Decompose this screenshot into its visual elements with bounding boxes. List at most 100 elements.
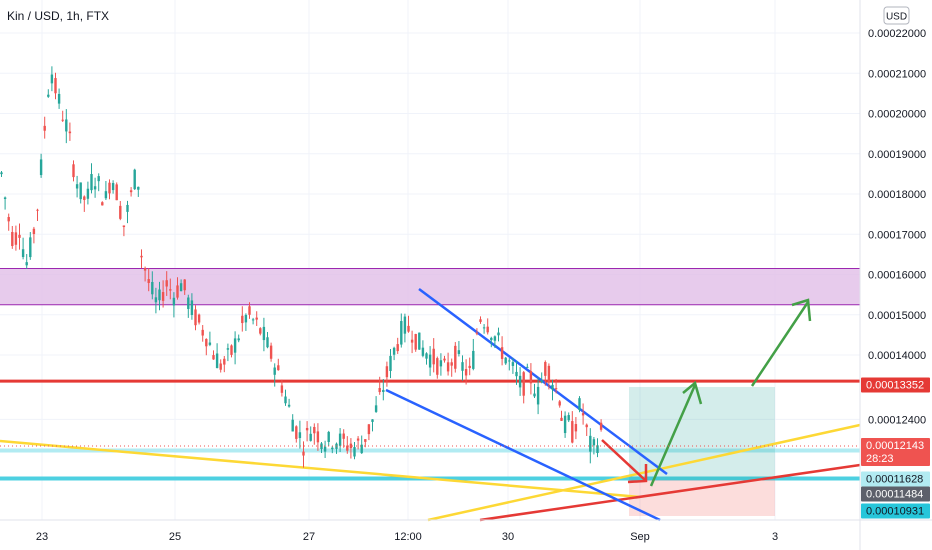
green-up-arrow-2-head: [791, 298, 812, 322]
candle-body-45: [161, 292, 165, 301]
price-tag-label-1: 0.00012143: [866, 440, 924, 452]
candle-body-161: [578, 398, 581, 411]
candle-body-106: [382, 389, 385, 392]
candle-body-16: [57, 93, 61, 104]
wedge-lower-line: [385, 388, 661, 522]
candle-body-157: [563, 415, 567, 434]
green-up-arrow-1-head: [682, 380, 703, 405]
candle-body-34: [122, 225, 126, 228]
candle-body-166: [596, 445, 599, 454]
candle-body-159: [571, 421, 574, 443]
candle-body-112: [403, 316, 407, 334]
candle-body-22: [79, 182, 82, 200]
candle-body-137: [493, 336, 497, 341]
y-tick-label-3: 0.00019000: [868, 149, 926, 161]
candle-body-107: [385, 366, 389, 378]
candle-body-116: [418, 332, 421, 350]
currency-button[interactable]: USD: [883, 6, 910, 25]
chart-title: Kin / USD, 1h, FTX: [7, 9, 109, 23]
candle-body-83: [298, 432, 302, 439]
resistance-zone-0: [0, 268, 860, 305]
projection-arrows[interactable]: [601, 298, 812, 487]
candle-body-131: [472, 350, 475, 369]
candle-body-24: [86, 188, 90, 199]
candle-body-77: [277, 365, 280, 371]
green-up-arrow-2: [750, 301, 810, 387]
candle-body-158: [567, 415, 570, 421]
candle-body-104: [374, 405, 378, 412]
y-tick-label-0: 0.00022000: [868, 28, 926, 40]
candle-body-94: [338, 433, 342, 446]
candle-body-115: [414, 334, 417, 350]
price-tag-label-0: 0.00013352: [866, 380, 924, 392]
candle-body-132: [475, 332, 479, 334]
candle-body-78: [280, 385, 284, 393]
candle-body-81: [291, 419, 294, 432]
candle-body-23: [83, 196, 86, 200]
candle-body-113: [407, 325, 410, 332]
candle-body-53: [190, 300, 194, 315]
candle-body-49: [176, 285, 179, 298]
candle-body-0: [0, 172, 3, 175]
y-tick-label-8: 0.00014000: [868, 350, 926, 362]
price-tag-label-3: 0.00011484: [866, 489, 923, 501]
x-tick-label-4: 30: [502, 531, 514, 543]
candle-body-25: [90, 174, 93, 191]
candle-body-82: [295, 426, 298, 439]
plot-background: [0, 0, 860, 520]
candlesticks: [0, 66, 603, 468]
candle-body-68: [244, 314, 248, 323]
candle-body-140: [504, 357, 507, 364]
candle-body-119: [428, 354, 432, 368]
candle-body-55: [197, 314, 201, 323]
price-tag-label-4: 0.00010931: [866, 506, 924, 518]
candle-body-50: [179, 283, 183, 292]
x-tick-label-2: 27: [303, 531, 315, 543]
y-tick-label-4: 0.00018000: [868, 189, 926, 201]
candle-body-138: [497, 332, 500, 336]
candle-body-114: [410, 339, 414, 343]
candle-body-87: [313, 426, 316, 434]
candle-body-148: [533, 393, 536, 397]
candle-body-103: [371, 419, 374, 422]
candle-body-92: [331, 447, 334, 450]
y-axis-ticks: 0.00022000 0.00021000 0.00020000 0.00019000…: [868, 28, 926, 426]
candle-body-109: [392, 347, 396, 355]
x-tick-label-5: Sep: [630, 531, 650, 543]
candle-body-11: [39, 159, 43, 176]
candle-body-165: [592, 439, 596, 446]
candle-body-69: [248, 306, 251, 315]
trend-lines[interactable]: [0, 287, 861, 522]
candle-body-97: [349, 443, 353, 449]
candle-body-54: [194, 309, 197, 326]
candle-body-118: [425, 353, 428, 359]
candle-body-64: [230, 345, 233, 355]
price-tag-bg-4: [861, 503, 930, 519]
candle-body-47: [169, 289, 172, 291]
candle-body-37: [133, 169, 136, 190]
candle-body-136: [490, 337, 493, 341]
candle-body-146: [526, 366, 529, 368]
candle-body-48: [172, 297, 176, 306]
candle-body-43: [154, 297, 158, 303]
candle-body-110: [396, 344, 399, 352]
red-down-arrow: [601, 439, 646, 481]
y-tick-label-6: 0.00016000: [868, 270, 926, 282]
candle-body-139: [500, 347, 504, 359]
candle-body-33: [119, 205, 122, 219]
green-up-arrow-1: [649, 384, 697, 487]
candle-body-99: [356, 438, 360, 441]
candle-body-135: [486, 326, 489, 333]
candle-body-126: [454, 345, 457, 369]
candle-body-160: [574, 424, 578, 432]
candle-body-89: [320, 443, 323, 450]
candle-body-5: [18, 234, 21, 238]
candle-body-124: [446, 362, 450, 372]
candle-body-75: [269, 345, 273, 359]
currency-label: USD: [886, 12, 907, 23]
candle-body-61: [219, 363, 222, 370]
position-box[interactable]: [629, 387, 775, 516]
candle-body-102: [367, 424, 371, 435]
